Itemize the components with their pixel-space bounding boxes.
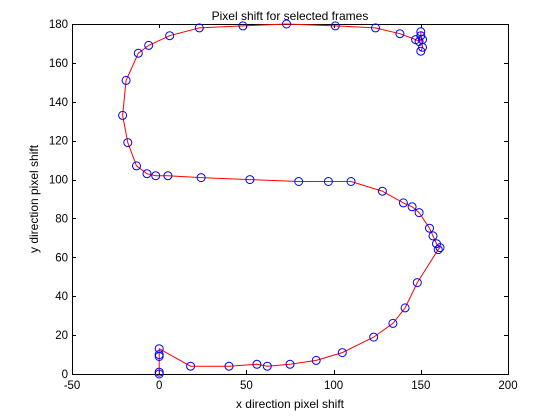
data-point bbox=[416, 31, 426, 41]
y-tick-label: 100 bbox=[49, 175, 68, 187]
data-point bbox=[407, 202, 417, 212]
data-point bbox=[311, 355, 321, 365]
y-tick-label: 140 bbox=[49, 97, 68, 109]
y-tick-label: 120 bbox=[49, 136, 68, 148]
data-point bbox=[388, 318, 398, 328]
data-point bbox=[377, 186, 387, 196]
chart-title: Pixel shift for selected frames bbox=[212, 9, 369, 23]
data-point bbox=[371, 23, 380, 33]
data-point bbox=[400, 303, 410, 313]
data-point bbox=[262, 361, 272, 371]
y-tick-label: 160 bbox=[49, 58, 68, 70]
data-point bbox=[238, 21, 248, 31]
data-point bbox=[369, 332, 379, 342]
data-point bbox=[133, 48, 143, 58]
data-point bbox=[154, 344, 164, 354]
y-tick-label: 0 bbox=[62, 369, 68, 381]
data-point bbox=[285, 359, 295, 369]
x-tick-label: 0 bbox=[156, 380, 162, 392]
data-point bbox=[416, 27, 426, 37]
data-point bbox=[196, 173, 206, 183]
data-point bbox=[418, 42, 427, 52]
data-point bbox=[123, 138, 133, 148]
data-point bbox=[252, 359, 262, 369]
data-point bbox=[118, 110, 128, 120]
data-point bbox=[224, 361, 234, 371]
data-point bbox=[154, 350, 164, 360]
data-point bbox=[425, 223, 434, 233]
x-axis-label: x direction pixel shift bbox=[236, 397, 345, 411]
data-point bbox=[432, 239, 441, 249]
data-point bbox=[433, 245, 443, 255]
series-line bbox=[122, 23, 441, 374]
x-tick-label: 200 bbox=[498, 380, 517, 392]
data-point bbox=[395, 29, 405, 39]
data-point bbox=[330, 21, 340, 31]
x-tick-label: -50 bbox=[64, 380, 81, 392]
y-tick-label: 60 bbox=[55, 252, 68, 264]
data-point bbox=[282, 19, 291, 29]
data-point bbox=[151, 171, 161, 181]
data-point bbox=[165, 31, 175, 41]
data-point bbox=[194, 23, 204, 33]
data-point bbox=[323, 177, 333, 186]
data-point bbox=[346, 177, 356, 186]
data-point bbox=[294, 177, 304, 186]
series-markers bbox=[118, 19, 445, 379]
y-tick-label: 40 bbox=[55, 291, 68, 303]
y-tick-labels: 0 20 40 60 80 100 120 140 160 180 bbox=[49, 19, 68, 381]
data-point bbox=[142, 169, 152, 179]
data-point bbox=[163, 171, 173, 181]
data-point bbox=[121, 75, 131, 85]
data-point bbox=[416, 46, 426, 56]
data-point bbox=[412, 278, 422, 288]
y-tick-label: 20 bbox=[55, 330, 68, 342]
data-point bbox=[337, 348, 347, 358]
y-tick-label: 80 bbox=[55, 213, 68, 225]
plot-area bbox=[72, 24, 509, 375]
data-point bbox=[428, 231, 438, 241]
data-point bbox=[144, 40, 154, 50]
x-tick-label: 50 bbox=[240, 380, 253, 392]
data-point bbox=[132, 161, 141, 171]
x-tick-label: 150 bbox=[411, 380, 430, 392]
y-axis-label: y direction pixel shift bbox=[27, 144, 41, 253]
x-tick-label: 100 bbox=[324, 380, 343, 392]
y-tick-label: 180 bbox=[49, 19, 68, 31]
series-path bbox=[122, 23, 441, 374]
data-point bbox=[414, 208, 424, 218]
x-tick-labels: -50 0 50 100 150 200 bbox=[64, 380, 518, 392]
data-point bbox=[154, 367, 164, 377]
data-point bbox=[245, 175, 255, 185]
data-point bbox=[186, 361, 196, 371]
data-point bbox=[398, 198, 408, 208]
